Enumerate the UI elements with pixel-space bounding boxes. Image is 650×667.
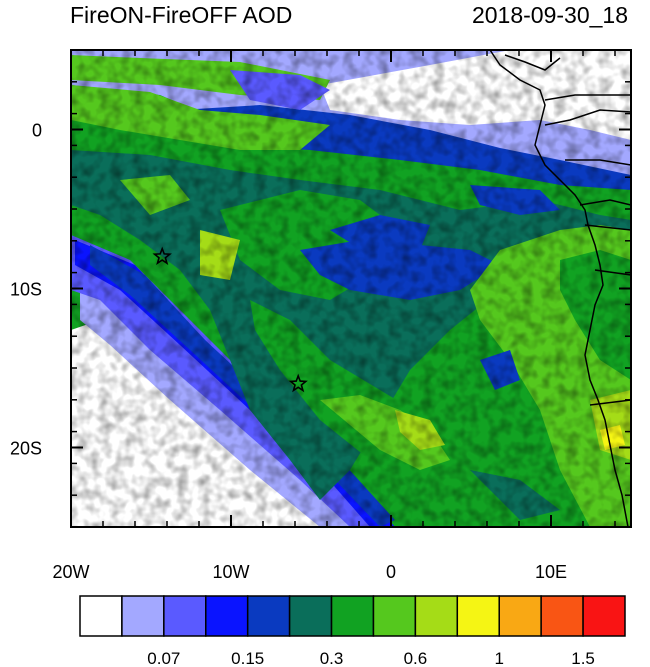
colorbar-box: [79, 595, 123, 637]
y-tick-label: 10S: [10, 280, 42, 300]
coastline: [489, 50, 631, 527]
x-tick-label: 20W: [52, 562, 89, 582]
x-tick-label: 10E: [535, 562, 567, 582]
x-tick-label: 10W: [212, 562, 249, 582]
colorbar-box: [330, 595, 375, 637]
colorbar-label: 0.6: [404, 649, 428, 667]
map-title: FireON-FireOFF AOD: [70, 2, 293, 28]
colorbar: [79, 595, 626, 637]
colorbar-box: [246, 595, 291, 637]
aod-field: [71, 50, 631, 527]
colorbar-box: [456, 595, 500, 637]
colorbar-box: [121, 595, 165, 637]
colorbar-box: [540, 595, 584, 637]
y-tick-label: 0: [32, 121, 42, 141]
colorbar-box: [582, 595, 626, 637]
colorbar-box: [414, 595, 459, 637]
colorbar-label: 1: [494, 649, 503, 667]
markers: [152, 246, 308, 393]
star-marker: [152, 246, 172, 266]
colorbar-box: [372, 595, 417, 637]
star-marker: [288, 373, 308, 393]
colorbar-label: 1.5: [571, 649, 595, 667]
colorbar-box: [498, 595, 542, 637]
colorbar-box: [205, 595, 249, 637]
axis-labels: 20W 10W 0 10E 0 10S 20S: [10, 121, 567, 583]
colorbar-label: 0.07: [147, 649, 180, 667]
y-tick-label: 20S: [10, 439, 42, 459]
colorbar-label: 0.15: [231, 649, 264, 667]
map-timestamp: 2018-09-30_18: [471, 2, 628, 28]
colorbar-labels: 0.07 0.15 0.3 0.6 1 1.5: [147, 649, 595, 667]
x-tick-label: 0: [386, 562, 396, 582]
axis-ticks: [70, 49, 631, 528]
colorbar-box: [163, 595, 207, 637]
colorbar-label: 0.3: [320, 649, 344, 667]
colorbar-box: [288, 595, 333, 637]
